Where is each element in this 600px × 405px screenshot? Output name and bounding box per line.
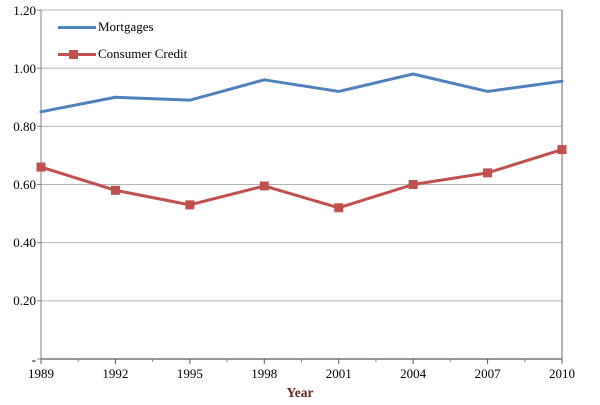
legend-label-mortgages: Mortgages bbox=[98, 19, 154, 34]
data-point-marker bbox=[408, 180, 418, 189]
consumer-credit-line bbox=[39, 148, 564, 210]
y-tick-label: 0.60 bbox=[13, 177, 36, 192]
x-tick-label: 1998 bbox=[251, 366, 278, 381]
legend-item-consumer-credit: Consumer Credit bbox=[58, 46, 187, 62]
data-point-marker bbox=[36, 162, 46, 172]
mortgages-line bbox=[39, 72, 564, 114]
legend: Mortgages Consumer Credit bbox=[58, 19, 187, 73]
y-tick-label: 0.40 bbox=[13, 235, 36, 251]
y-tick-label: 0.80 bbox=[13, 118, 36, 134]
data-point-marker bbox=[334, 203, 344, 213]
legend-label-consumer-credit: Consumer Credit bbox=[98, 46, 188, 61]
data-point-marker bbox=[110, 185, 120, 195]
mortgages-line-swatch bbox=[58, 19, 96, 35]
consumer-credit-line-swatch bbox=[58, 46, 96, 62]
data-point-marker bbox=[259, 181, 269, 191]
data-point-marker bbox=[185, 200, 195, 210]
x-tick-label: 2007 bbox=[474, 366, 501, 381]
x-tick-label: 1989 bbox=[28, 366, 54, 381]
x-tick-label: 2010 bbox=[549, 366, 575, 381]
x-tick-label: 2001 bbox=[325, 366, 352, 381]
x-tick-label: 2004 bbox=[400, 366, 427, 381]
y-tick-label: - bbox=[31, 351, 36, 367]
y-tick-label: 0.20 bbox=[13, 293, 36, 309]
legend-item-mortgages: Mortgages bbox=[58, 19, 187, 35]
y-tick-label: 1.20 bbox=[13, 2, 36, 18]
x-axis-title: Year bbox=[286, 385, 314, 400]
data-point-marker bbox=[557, 145, 567, 155]
data-point-marker bbox=[483, 168, 493, 178]
x-tick-label: 1992 bbox=[102, 366, 129, 381]
x-tick-label: 1995 bbox=[176, 366, 203, 381]
y-tick-label: 1.00 bbox=[13, 60, 36, 76]
